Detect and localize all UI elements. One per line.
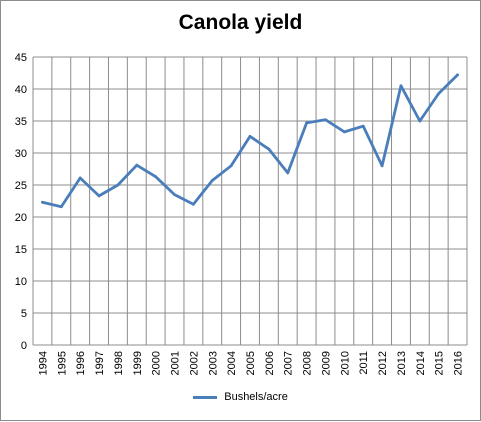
x-tick-label: 2007 [283, 351, 295, 375]
data-point [361, 124, 365, 128]
x-tick-label: 2006 [264, 351, 276, 375]
y-tick-label: 40 [15, 84, 27, 96]
x-tick-label: 2016 [453, 351, 465, 375]
y-tick-label: 25 [15, 180, 27, 192]
data-point [324, 118, 327, 122]
x-tick-label: 2002 [188, 351, 200, 375]
x-tick-label: 2012 [377, 351, 389, 375]
y-tick-label: 30 [15, 148, 27, 160]
data-point [135, 163, 139, 167]
data-point [191, 202, 195, 206]
data-point [456, 73, 459, 77]
data-point [154, 175, 158, 179]
x-tick-label: 2011 [358, 351, 370, 375]
data-point [418, 119, 422, 123]
data-point [116, 183, 120, 187]
x-tick-label: 2005 [245, 351, 257, 375]
y-tick-label: 35 [15, 116, 27, 128]
x-tick-label: 1997 [94, 351, 106, 375]
series-line [41, 73, 459, 209]
x-tick-label: 1998 [113, 351, 125, 375]
x-tick-label: 2010 [339, 351, 351, 375]
data-point [78, 176, 82, 180]
x-tick-label: 1994 [37, 351, 49, 375]
legend: Bushels/acre [1, 391, 480, 403]
data-point [229, 164, 233, 168]
data-point [267, 147, 271, 151]
legend-label: Bushels/acre [224, 391, 288, 403]
x-tick-label: 2000 [151, 351, 163, 375]
data-point [399, 84, 403, 88]
y-tick-label: 5 [21, 308, 27, 320]
x-tick-label: 2004 [226, 351, 238, 375]
data-point [248, 134, 252, 138]
x-tick-label: 2001 [170, 351, 182, 375]
y-tick-label: 20 [15, 212, 27, 224]
x-tick-label: 2014 [415, 351, 427, 375]
chart-title: Canola yield [178, 11, 303, 34]
data-point [286, 171, 290, 175]
data-point [437, 92, 441, 95]
data-point [97, 194, 101, 198]
legend-swatch [193, 395, 218, 399]
data-point [305, 121, 309, 125]
y-tick-label: 10 [15, 276, 27, 288]
x-tick-label: 2013 [396, 351, 408, 375]
data-point [41, 200, 44, 204]
data-point [59, 205, 63, 209]
x-tick-label: 1995 [56, 351, 68, 375]
y-tick-label: 45 [15, 52, 27, 64]
data-point [342, 130, 346, 134]
x-tick-label: 2003 [207, 351, 219, 375]
data-point [210, 179, 214, 182]
x-tick-label: 2008 [302, 351, 314, 375]
y-tick-label: 0 [21, 340, 27, 352]
data-point [173, 193, 176, 197]
y-tick-label: 15 [15, 244, 27, 256]
x-tick-label: 2015 [434, 351, 446, 375]
data-point [380, 164, 384, 168]
x-tick-label: 2009 [320, 351, 332, 375]
x-tick-label: 1996 [75, 351, 87, 375]
x-tick-label: 1999 [132, 351, 144, 375]
